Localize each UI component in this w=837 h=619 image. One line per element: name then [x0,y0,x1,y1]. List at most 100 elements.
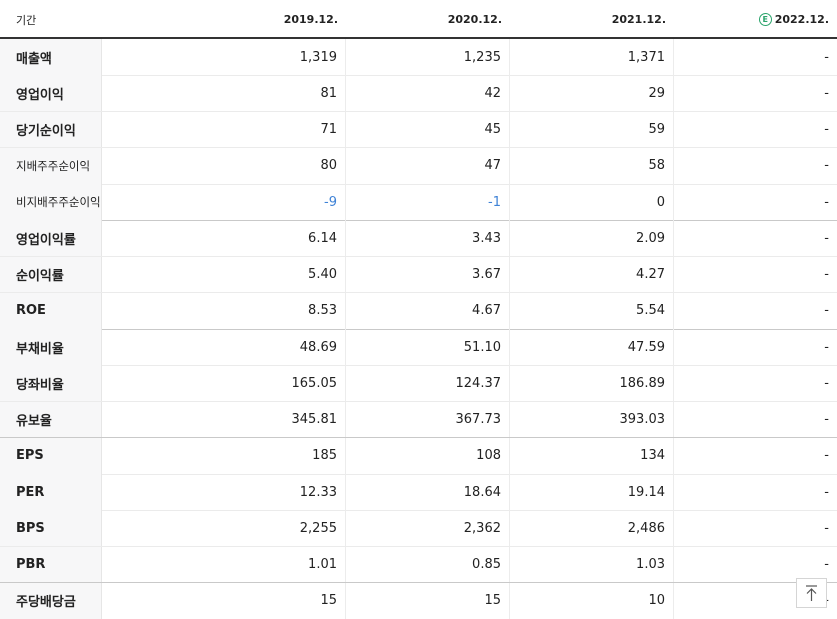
value-cell-text: - [824,122,829,138]
value-cell: - [674,365,837,401]
value-cell: 81 [102,75,346,112]
value-cell-text: 4.67 [472,303,501,319]
row-divider [0,364,837,366]
value-cell-text: -1 [488,194,501,210]
value-cell-text: - [824,303,829,319]
value-cell: 29 [510,75,674,112]
value-cell: 186.89 [510,365,674,402]
value-cell: 108 [346,437,510,474]
value-cell-text: 1,235 [463,49,501,65]
value-cell: 47.59 [510,329,674,366]
row-label: 영업이익 [0,75,102,112]
value-cell-text: 80 [320,158,337,174]
column-header-text: 2022.12. [774,13,829,26]
row-label-text: 비지배주주순이익 [16,195,101,210]
value-cell-text: 367.73 [455,412,502,428]
column-header: E 2022.12. [674,0,837,39]
value-cell-text: - [824,230,829,246]
value-cell: 3.43 [346,220,510,257]
row-label-text: 당기순이익 [16,124,76,140]
value-cell-text: -9 [324,194,337,210]
value-cell: - [674,257,837,293]
value-cell: 80 [102,147,346,184]
row-label-text: 주당배당금 [16,595,76,611]
column-header: 기간 [0,0,102,39]
value-cell: - [674,293,837,329]
value-cell: 1,319 [102,39,346,76]
row-divider [0,147,837,149]
column-header-text: 기간 [16,13,37,27]
value-cell: - [674,220,837,256]
column-header: 2019.12. [102,0,346,39]
value-cell: 5.54 [510,292,674,329]
value-cell-text: - [824,375,829,391]
value-cell: 47 [346,147,510,184]
column-header-text: 2019.12. [283,13,338,26]
value-cell-text: - [824,484,829,500]
column-header: 2021.12. [510,0,674,39]
value-cell: 15 [346,582,510,619]
value-cell: 134 [510,437,674,474]
row-label-text: 부채비율 [16,341,64,357]
value-cell-text: - [824,339,829,355]
row-label: ROE [0,292,102,329]
value-cell: 45 [346,111,510,148]
value-cell-text: 2,362 [463,520,501,536]
value-cell: - [674,474,837,510]
row-label: BPS [0,510,102,547]
value-cell: - [674,184,837,220]
value-cell-text: 51.10 [463,339,501,355]
row-label: 유보율 [0,401,102,438]
value-cell: 0 [510,184,674,221]
value-cell: 393.03 [510,401,674,438]
row-label: 순이익률 [0,256,102,293]
value-cell-text: 42 [484,85,501,101]
value-cell: 2,255 [102,510,346,547]
value-cell: 1.01 [102,546,346,583]
value-cell-text: 59 [648,122,665,138]
row-divider [0,256,837,257]
value-cell-text: 108 [476,448,501,464]
value-cell: 345.81 [102,401,346,438]
row-label-text: PBR [16,557,46,573]
value-cell-text: 0.85 [472,557,501,573]
row-divider [0,219,837,221]
value-cell: - [674,112,837,148]
row-divider [0,546,837,547]
value-cell: 59 [510,111,674,148]
value-cell-text: 1.03 [636,557,665,573]
value-cell-text: 15 [484,593,501,609]
value-cell-text: - [824,267,829,283]
value-cell-text: 29 [648,85,665,101]
scroll-top-button[interactable] [796,578,827,608]
value-cell: 19.14 [510,474,674,511]
value-cell: - [674,438,837,474]
value-cell: 2,362 [346,510,510,547]
value-cell-text: 15 [320,593,337,609]
value-cell: 0.85 [346,546,510,583]
value-cell-text: 165.05 [291,375,338,391]
value-cell-text: 47.59 [627,339,665,355]
row-label-text: 매출액 [16,51,52,67]
column-header-text: 2021.12. [611,13,666,26]
value-cell-text: 81 [320,85,337,101]
value-cell: 367.73 [346,401,510,438]
row-label-text: EPS [16,448,44,464]
row-label: EPS [0,437,102,474]
value-cell: 42 [346,75,510,112]
row-divider [0,74,837,76]
value-cell: 1,235 [346,39,510,76]
value-cell: 12.33 [102,474,346,511]
value-cell-text: - [824,194,829,210]
value-cell: - [674,329,837,365]
header-border [0,37,837,39]
row-label: 비지배주주순이익 [0,184,102,221]
row-label: PBR [0,546,102,583]
value-cell-text: 1,371 [627,49,665,65]
value-cell-text: 186.89 [619,375,666,391]
value-cell: - [674,39,837,75]
value-cell-text: 19.14 [627,484,665,500]
value-cell: -9 [102,184,346,221]
value-cell-text: 6.14 [308,230,337,246]
